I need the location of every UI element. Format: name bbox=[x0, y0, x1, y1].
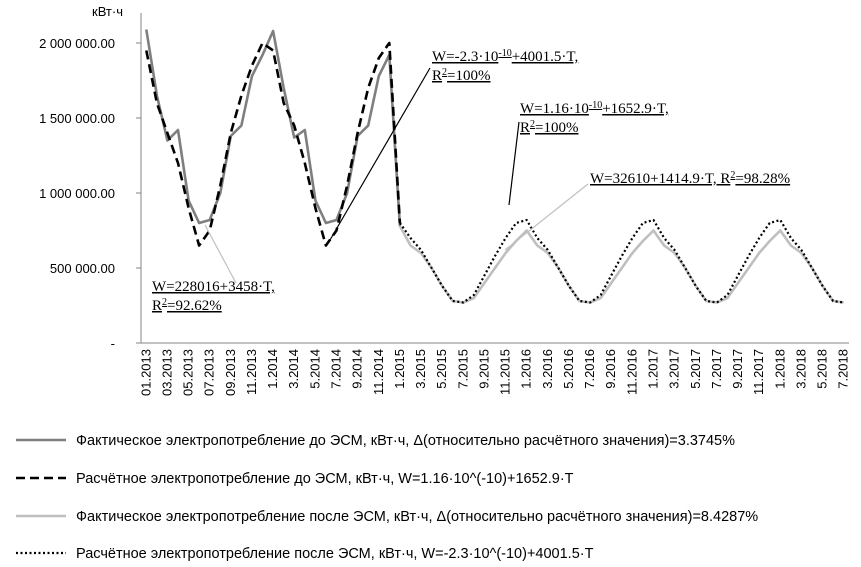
x-tick-label: 3.2018 bbox=[793, 349, 808, 389]
x-tick-label: 11.2017 bbox=[751, 349, 766, 395]
y-tick-label: 2 000 000.00 bbox=[39, 36, 115, 51]
annotation: W=-2.3·10-10+4001.5·T, bbox=[432, 48, 578, 66]
annotation-part: =92.62% bbox=[167, 298, 222, 314]
annotation: R2=92.62% bbox=[152, 297, 222, 315]
series-line bbox=[145, 41, 402, 247]
annotation-part: 2 bbox=[442, 67, 447, 78]
annotation-part: =98.28% bbox=[735, 171, 790, 187]
annotation: W=228016+3458·T, bbox=[152, 279, 275, 295]
legend-label: Фактическое электропотребление до ЭСМ, к… bbox=[76, 433, 735, 449]
annotation-part: R bbox=[432, 68, 442, 84]
annotation: R2=100% bbox=[520, 119, 578, 137]
annotation: W=1.16·10-10+1652.9·T, bbox=[520, 100, 669, 118]
x-tick-label: 5.2017 bbox=[688, 349, 703, 389]
annotation: R2=100% bbox=[432, 67, 490, 85]
x-tick-label: 9.2017 bbox=[730, 349, 745, 389]
annotation-part: 2 bbox=[530, 119, 535, 130]
legend-label: Расчётное электропотребление до ЭСМ, кВт… bbox=[76, 471, 574, 487]
annotation-part: -10 bbox=[498, 48, 511, 59]
x-tick-label: 1.2015 bbox=[392, 349, 407, 389]
series-line bbox=[145, 29, 402, 227]
x-tick-label: 01.2013 bbox=[138, 349, 153, 396]
annotation-part: W=228016+3458·T, bbox=[152, 279, 275, 295]
annotation-part: +4001.5·T, bbox=[512, 49, 579, 65]
x-tick-label: 5.2016 bbox=[561, 349, 576, 389]
annotation-part: W=-2.3·10 bbox=[432, 49, 498, 65]
y-tick-label: - bbox=[111, 336, 115, 351]
x-tick-label: 07.2013 bbox=[202, 349, 217, 396]
x-tick-label: 7.2018 bbox=[836, 349, 851, 389]
x-tick-label: 11.2014 bbox=[371, 349, 386, 395]
x-tick-label: 5.2014 bbox=[307, 349, 322, 389]
x-tick-label: 1.2018 bbox=[772, 349, 787, 389]
x-tick-label: 3.2015 bbox=[413, 349, 428, 389]
x-tick-label: 11.2016 bbox=[624, 349, 639, 395]
annotation-leader bbox=[504, 183, 589, 251]
annotation-part: =100% bbox=[535, 120, 578, 136]
x-tick-label: 5.2018 bbox=[815, 349, 830, 389]
legend-label: Расчётное электропотребление после ЭСМ, … bbox=[76, 546, 594, 562]
annotation-part: W=32610+1414.9·T, R bbox=[590, 171, 730, 187]
annotation-leader bbox=[329, 67, 431, 241]
annotation-part: 2 bbox=[730, 170, 735, 181]
x-tick-label: 3.2017 bbox=[667, 349, 682, 389]
x-tick-label: 09.2013 bbox=[223, 349, 238, 396]
y-axis-label: кВт·ч bbox=[92, 4, 123, 19]
x-tick-label: 7.2017 bbox=[709, 349, 724, 389]
y-tick-label: 1 000 000.00 bbox=[39, 186, 115, 201]
y-tick-label: 500 000.00 bbox=[50, 261, 115, 276]
x-tick-label: 7.2015 bbox=[455, 349, 470, 389]
annotation-part: -10 bbox=[589, 100, 602, 111]
annotation-part: R bbox=[520, 120, 530, 136]
legend-label: Фактическое электропотребление после ЭСМ… bbox=[76, 509, 758, 525]
series-line bbox=[399, 218, 844, 304]
annotation-leader bbox=[204, 224, 237, 284]
series-line bbox=[398, 225, 844, 304]
x-tick-label: 3.2014 bbox=[286, 349, 301, 389]
annotation-part: W=1.16·10 bbox=[520, 101, 589, 117]
x-tick-label: 1.2016 bbox=[519, 349, 534, 389]
x-tick-label: 9.2015 bbox=[476, 349, 491, 389]
x-tick-label: 7.2014 bbox=[328, 349, 343, 389]
annotation-part: =100% bbox=[447, 68, 490, 84]
annotation-part: 2 bbox=[162, 297, 167, 308]
x-tick-label: 3.2016 bbox=[540, 349, 555, 389]
annotation: W=32610+1414.9·T, R2=98.28% bbox=[590, 170, 790, 188]
x-tick-label: 11.2015 bbox=[498, 349, 513, 395]
x-tick-label: 11.2013 bbox=[244, 349, 259, 395]
x-tick-label: 9.2016 bbox=[603, 349, 618, 389]
annotation-part: +1652.9·T, bbox=[602, 101, 669, 117]
annotation-leader bbox=[508, 121, 520, 206]
x-tick-label: 05.2013 bbox=[181, 349, 196, 396]
x-tick-label: 1.2014 bbox=[265, 349, 280, 389]
x-tick-label: 1.2017 bbox=[646, 349, 661, 389]
x-tick-label: 03.2013 bbox=[159, 349, 174, 396]
annotation-part: R bbox=[152, 298, 162, 314]
x-tick-label: 7.2016 bbox=[582, 349, 597, 389]
x-tick-label: 9.2014 bbox=[350, 349, 365, 389]
x-tick-label: 5.2015 bbox=[434, 349, 449, 389]
y-tick-label: 1 500 000.00 bbox=[39, 111, 115, 126]
